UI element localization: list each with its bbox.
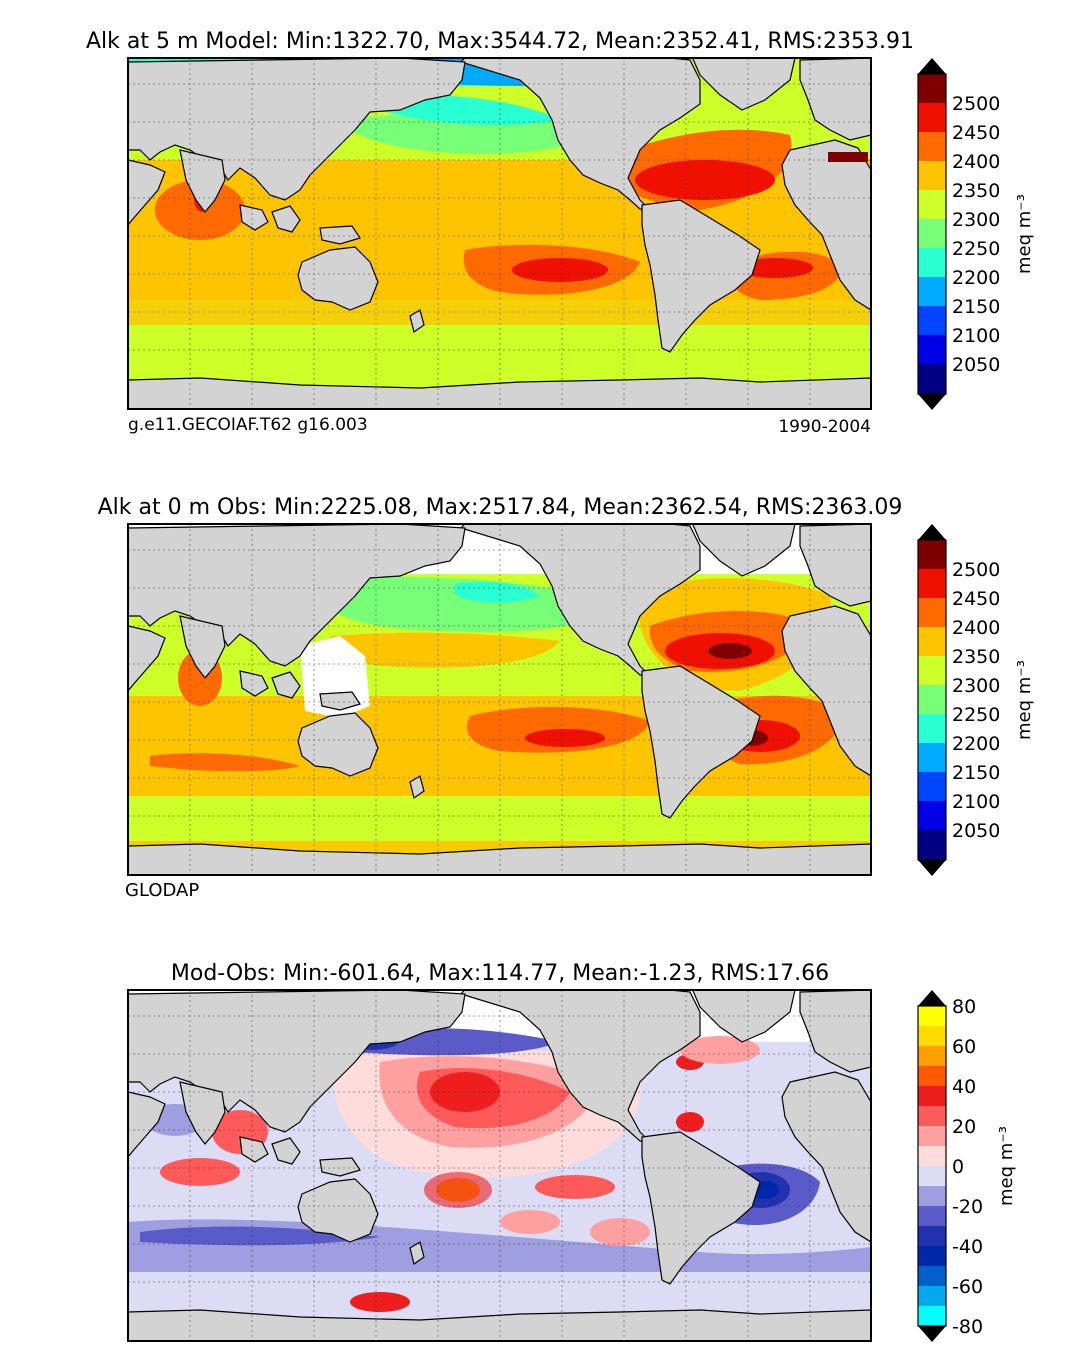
panel2-np-yellow	[330, 632, 560, 668]
panel2-cb-label: meq m⁻³	[1014, 660, 1035, 740]
panel2-cb-tick-2400: 2400	[952, 617, 1000, 639]
panel1-cb-tick-2200: 2200	[952, 267, 1000, 289]
panel1-south-orange	[128, 300, 871, 325]
panel2-cb-tick-2500: 2500	[952, 559, 1000, 581]
panel1-cb-tick-2350: 2350	[952, 180, 1000, 202]
panel2-caption-left: GLODAP	[125, 880, 199, 901]
panel1-cb-seg-0	[918, 364, 946, 394]
panel3-cb-tick-40: 40	[952, 1076, 976, 1098]
panel1-cb-seg-1	[918, 335, 946, 364]
panel1-ep-red	[512, 258, 608, 282]
panel1-cb-tick-2050: 2050	[952, 354, 1000, 376]
panel1-cb-tick-2300: 2300	[952, 209, 1000, 231]
panel1-title: Alk at 5 m Model: Min:1322.70, Max:3544.…	[86, 29, 914, 54]
panel2-cb-tick-2200: 2200	[952, 733, 1000, 755]
panel3-cb-tick-60: 60	[952, 1036, 976, 1058]
panel2-cb-tick-2250: 2250	[952, 704, 1000, 726]
panel2-np-cyan	[455, 581, 540, 603]
panel2-cb-tick-2450: 2450	[952, 588, 1000, 610]
panel1-cb-seg-4	[918, 248, 946, 277]
panel1-caption-right: 1990-2004	[778, 417, 871, 437]
panel1-cb-seg-5	[918, 219, 946, 248]
panel3-colorbar-extend-bottom	[918, 1326, 946, 1342]
panel2-na-dark	[708, 643, 752, 659]
panel3-southern-pink1	[500, 1210, 560, 1234]
panel1-colorbar-extend-bottom	[918, 394, 946, 410]
panel3-title: Mod-Obs: Min:-601.64, Max:114.77, Mean:-…	[171, 961, 829, 986]
panel2-frame	[127, 523, 872, 876]
panel2-colorbar: 2500 2450 2400 2350 2300 2250 2200 2150 …	[917, 524, 1035, 876]
panel3-cb-tick-m60: -60	[952, 1276, 983, 1298]
panel2-ep-red	[525, 729, 605, 747]
panel2-np-green	[330, 576, 610, 632]
panel1-np-yellow	[350, 175, 590, 215]
panel1-cb-seg-8	[918, 132, 946, 161]
panel1-colorbar: 2500 2450 2400 2350 2300 2250 2200 2150 …	[917, 58, 1035, 410]
panel3-cb-tick-m40: -40	[952, 1236, 983, 1258]
panel1-cb-seg-6	[918, 190, 946, 219]
panel1-cb-seg-3	[918, 277, 946, 306]
panel1-cb-seg-2	[918, 306, 946, 335]
panel3-cb-tick-80: 80	[952, 996, 976, 1018]
panel3-pacific-red-spot	[424, 1172, 492, 1208]
panel1-cb-tick-2400: 2400	[952, 151, 1000, 173]
panel2-cb-tick-2350: 2350	[952, 646, 1000, 668]
panel1-frame	[127, 57, 872, 410]
panel1-cb-tick-2500: 2500	[952, 93, 1000, 115]
panel2-south-green	[128, 796, 871, 841]
panel3-map	[128, 990, 871, 1341]
panel2-cb-tick-2050: 2050	[952, 820, 1000, 842]
panel3-cb-tick-20: 20	[952, 1116, 976, 1138]
panel2-south-orange-band	[150, 753, 300, 772]
panel2-title: Alk at 0 m Obs: Min:2225.08, Max:2517.84…	[98, 495, 903, 520]
panel2-cb-tick-2150: 2150	[952, 762, 1000, 784]
panel3-na-pink	[680, 1036, 760, 1064]
panel2-cb-tick-2100: 2100	[952, 791, 1000, 813]
panel1-cb-label: meq m⁻³	[1014, 194, 1035, 274]
panel2-map	[128, 524, 871, 875]
panel3-cb-tick-m20: -20	[952, 1196, 983, 1218]
panel3-southern-pink2	[590, 1218, 650, 1246]
panel1-colorbar-extend-top	[918, 58, 946, 74]
panel3-colorbar-extend-top	[918, 990, 946, 1006]
panel1-cb-tick-2250: 2250	[952, 238, 1000, 260]
panel3-colorbar: 80 60 40 20 0 -20 -40 -60 -80 meq m⁻³	[917, 990, 1017, 1342]
panel1-cb-tick-2150: 2150	[952, 296, 1000, 318]
panel3-south-red	[350, 1292, 410, 1312]
panel1-cb-seg-9	[918, 103, 946, 132]
panel1-med-dark	[828, 152, 868, 162]
panel1-band-cyan-north	[380, 95, 560, 126]
panel1-cb-seg-7	[918, 161, 946, 190]
panel1-cb-seg-10	[918, 74, 946, 103]
panel3-cb-tick-0: 0	[952, 1156, 964, 1178]
panel1-na-red	[635, 160, 775, 200]
panel1-cb-tick-2100: 2100	[952, 325, 1000, 347]
panel2-colorbar-extend-top	[918, 524, 946, 540]
panel3-io-red2	[160, 1158, 240, 1186]
panel2-colorbar-extend-bottom	[918, 860, 946, 876]
panel3-cb-tick-m80: -80	[952, 1316, 983, 1338]
panel1-caption-left: g.e11.GECOIAF.T62 g16.003	[128, 415, 368, 435]
panel3-cb-label: meq m⁻³	[996, 1126, 1017, 1206]
panel3-trop-red	[535, 1175, 615, 1199]
panel1-band-north-green	[340, 113, 600, 154]
panel1-cb-tick-2450: 2450	[952, 122, 1000, 144]
panel3-frame	[127, 989, 872, 1342]
panel1-map	[128, 58, 871, 409]
panel2-cb-tick-2300: 2300	[952, 675, 1000, 697]
panel3-gulf-red	[676, 1112, 704, 1132]
